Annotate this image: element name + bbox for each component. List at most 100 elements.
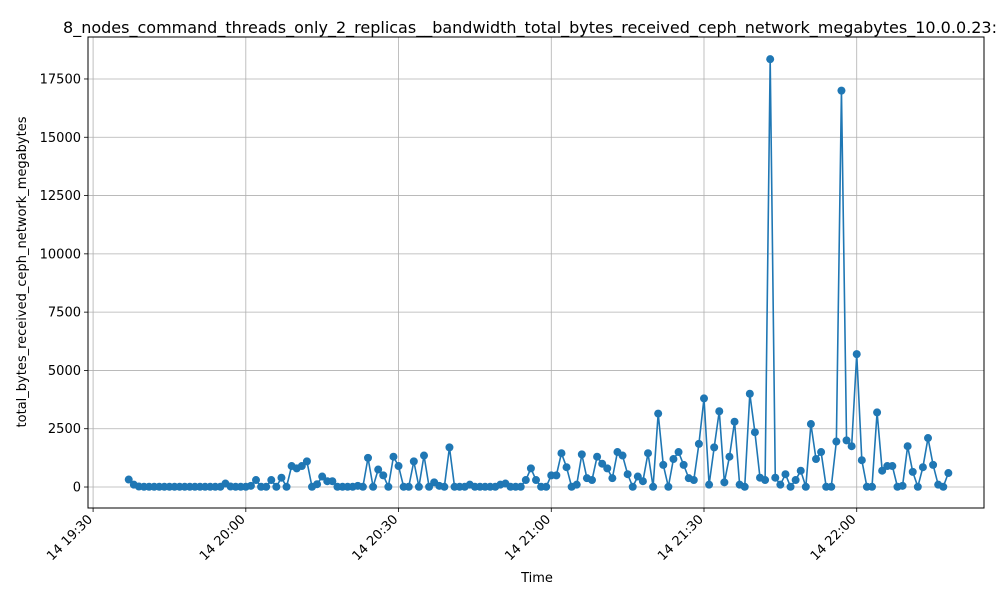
data-point (593, 452, 602, 461)
data-point (282, 482, 291, 491)
y-tick-label: 17500 (40, 72, 81, 87)
data-point (715, 407, 724, 416)
data-point (924, 434, 932, 443)
data-point (929, 460, 938, 469)
data-point (918, 463, 927, 472)
data-point (628, 482, 637, 491)
grid-lines (88, 37, 984, 508)
data-point (526, 464, 535, 473)
data-point (440, 482, 449, 491)
data-point (801, 482, 810, 491)
data-point (649, 482, 658, 491)
data-point (369, 482, 378, 491)
data-point (679, 460, 688, 469)
data-point (852, 350, 861, 359)
data-point (888, 462, 897, 471)
data-point (664, 482, 673, 491)
data-point (700, 394, 708, 403)
data-point (252, 476, 260, 485)
data-point (913, 482, 922, 491)
data-point (313, 480, 322, 489)
data-point (414, 482, 423, 491)
data-point (644, 449, 652, 458)
y-tick-label: 12500 (40, 189, 81, 204)
data-point (623, 470, 632, 479)
data-point (776, 480, 785, 489)
data-point (750, 428, 759, 437)
data-point (791, 476, 800, 485)
y-tick-label: 2500 (48, 422, 81, 437)
data-point (806, 420, 815, 429)
data-point (328, 477, 337, 486)
data-point (796, 466, 805, 475)
data-point (725, 452, 734, 461)
data-point (358, 482, 367, 491)
data-point (404, 482, 413, 491)
y-axis-ticks: 0 2500 5000 7500 10000 12500 15000 17500 (40, 72, 88, 496)
data-point (674, 448, 683, 457)
data-point (364, 453, 372, 462)
data-point (562, 463, 571, 472)
plot-frame (87, 36, 985, 509)
data-point (908, 467, 917, 476)
data-point (827, 482, 836, 491)
data-point (384, 482, 393, 491)
data-point (272, 482, 281, 491)
data-point (445, 443, 454, 452)
data-point (420, 451, 428, 460)
y-tick-label: 10000 (40, 247, 81, 262)
data-point (598, 459, 607, 468)
data-point (868, 482, 876, 491)
y-tick-label: 15000 (40, 131, 81, 146)
data-point (521, 476, 530, 485)
data-point (710, 443, 719, 452)
data-point (297, 462, 306, 471)
data-point (842, 436, 851, 445)
data-point (124, 475, 133, 484)
data-point (873, 408, 882, 417)
data-point (608, 474, 617, 483)
data-point (516, 482, 525, 491)
data-point (588, 476, 596, 485)
y-tick-label: 0 (73, 481, 81, 496)
data-point (532, 476, 540, 485)
data-point (246, 481, 255, 490)
data-point (374, 465, 383, 474)
data-point (654, 409, 663, 418)
plot-area (88, 37, 984, 508)
data-point (812, 455, 820, 464)
data-point (557, 449, 566, 458)
data-point (898, 481, 907, 490)
data-point (766, 55, 775, 64)
data-point (267, 476, 276, 485)
data-point (857, 456, 866, 465)
data-point (389, 452, 398, 461)
data-point (552, 471, 561, 480)
data-point (720, 478, 729, 487)
data-point (740, 482, 749, 491)
chart-title: 8_nodes_command_threads_only_2_replicas_… (63, 18, 997, 38)
data-point (944, 469, 953, 478)
data-point (394, 462, 403, 471)
data-point (277, 473, 286, 482)
y-axis-label: total_bytes_received_ceph_network_megaby… (15, 116, 30, 427)
x-axis-label: Time (520, 571, 553, 586)
data-point (694, 439, 703, 448)
data-point (832, 437, 841, 446)
data-point (837, 86, 846, 95)
data-point (633, 472, 642, 481)
data-point (786, 482, 795, 491)
data-point (817, 448, 826, 457)
y-tick-label: 7500 (48, 306, 81, 321)
data-point (878, 466, 887, 475)
data-point (577, 450, 586, 459)
data-point (302, 457, 311, 466)
data-point (638, 477, 647, 486)
data-point (781, 470, 790, 479)
data-point (618, 451, 627, 460)
data-point (409, 457, 418, 466)
data-point (761, 476, 770, 485)
data-point (262, 482, 271, 491)
data-point (379, 471, 388, 480)
